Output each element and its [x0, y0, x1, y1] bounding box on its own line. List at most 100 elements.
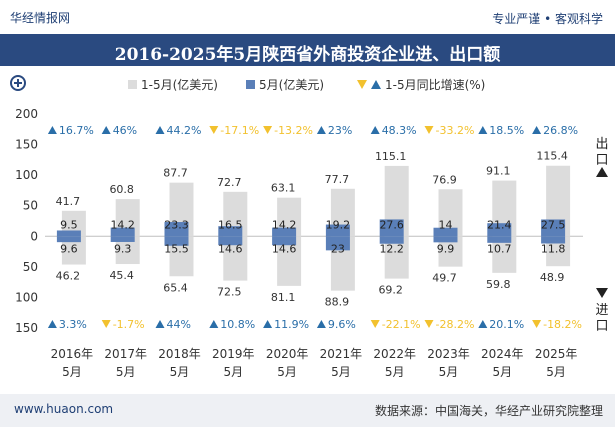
- growth-export-label: -33.2%: [436, 124, 475, 137]
- growth-import-label: 44%: [167, 318, 191, 331]
- brand[interactable]: 华经情报网: [10, 9, 71, 91]
- footer-url[interactable]: www.huaon.com: [14, 402, 114, 416]
- growth-import-label: -1.7%: [113, 318, 145, 331]
- legend-label-monthly: 5月(亿美元): [259, 77, 324, 92]
- x-tick-label-year: 2023年: [427, 347, 470, 361]
- bar-import-monthly: [164, 236, 189, 246]
- legend-label-growth: 1-5月同比增速(%): [385, 78, 485, 92]
- chart: 1-5月(亿美元) 5月(亿美元) 1-5月同比增速(%) 150100500501…: [15, 77, 608, 379]
- side-label-import-2: 口: [595, 319, 608, 334]
- label-export-monthly: 19.2: [326, 218, 351, 231]
- label-export-cumulative: 77.7: [325, 173, 350, 186]
- bar-export-monthly: [272, 227, 297, 237]
- x-tick-label-year: 2018年: [158, 347, 201, 361]
- growth-import-label: -22.1%: [382, 318, 421, 331]
- legend-swatch-monthly: [246, 80, 255, 89]
- x-tick-label-month: 5月: [385, 365, 405, 379]
- legend-swatch-cumulative: [128, 80, 137, 89]
- label-export-cumulative: 91.1: [486, 165, 511, 178]
- bar-import-monthly: [541, 236, 566, 244]
- label-export-cumulative: 72.7: [217, 176, 242, 189]
- label-import-monthly: 10.7: [487, 242, 512, 255]
- growth-import-down-marker: [424, 320, 434, 328]
- growth-export-up-marker: [47, 126, 57, 134]
- bar-import-monthly: [110, 236, 135, 242]
- x-tick-label-month: 5月: [331, 365, 351, 379]
- data-labels: 41.7 46.2 9.5 9.6 60.8 45.4 14.2 9.3 87.7 65.4 23.…: [56, 150, 568, 309]
- bar-import-monthly: [218, 236, 243, 246]
- growth-export-down-marker: [209, 126, 219, 134]
- growth-export-down-marker: [263, 126, 273, 134]
- label-import-cumulative: 49.7: [432, 272, 457, 285]
- bar-export-monthly: [325, 224, 350, 237]
- growth-import-label: 9.6%: [328, 318, 356, 331]
- x-tick-label-month: 5月: [170, 365, 190, 379]
- x-tick-label-year: 2020年: [266, 347, 309, 361]
- bar-export-monthly: [110, 227, 135, 237]
- footer-source: 数据来源：中国海关，华经产业研究院整理: [374, 404, 603, 418]
- growth-import-up-marker: [316, 320, 326, 328]
- x-tick-label-year: 2022年: [373, 347, 416, 361]
- label-export-cumulative: 76.9: [432, 173, 457, 186]
- y-axis: 150 100 50 0 50 100 150 200: [15, 107, 583, 335]
- label-import-cumulative: 81.1: [271, 291, 296, 304]
- label-export-monthly: 16.5: [218, 218, 243, 231]
- label-import-monthly: 11.8: [541, 242, 566, 255]
- growth-export-up-marker: [532, 126, 542, 134]
- x-tick-label-year: 2021年: [320, 347, 363, 361]
- arrow-up-icon: [596, 167, 608, 177]
- label-import-cumulative: 46.2: [56, 270, 81, 283]
- label-import-monthly: 12.2: [379, 242, 404, 255]
- x-tick-label-month: 5月: [277, 365, 297, 379]
- growth-import-down-marker: [101, 320, 111, 328]
- label-export-monthly: 9.5: [60, 218, 78, 231]
- label-export-monthly: 14.2: [110, 218, 135, 231]
- growth-export-label: 16.7%: [59, 124, 94, 137]
- growth-import-label: 10.8%: [220, 318, 255, 331]
- growth-import-label: 20.1%: [489, 318, 524, 331]
- label-export-cumulative: 87.7: [163, 167, 188, 180]
- bar-import-monthly: [487, 236, 512, 243]
- side-label-import-1: 进: [595, 303, 608, 318]
- x-tick-label-month: 5月: [492, 365, 512, 379]
- title-bar: [0, 34, 615, 66]
- arrow-down-icon: [596, 288, 608, 298]
- bar-import-monthly: [433, 236, 458, 243]
- label-export-cumulative: 115.1: [375, 150, 407, 163]
- legend-marker-down: [357, 80, 367, 89]
- growth-export-label: -13.2%: [274, 124, 313, 137]
- label-export-monthly: 14: [439, 218, 453, 231]
- bar-export-monthly: [541, 219, 566, 237]
- growth-import-label: 11.9%: [274, 318, 309, 331]
- label-import-cumulative: 45.4: [109, 269, 134, 282]
- huajing-logo-icon: [10, 75, 26, 91]
- brand-name: 华经情报网: [10, 11, 71, 25]
- legend-label-cumulative: 1-5月(亿美元): [141, 77, 218, 92]
- label-import-cumulative: 69.2: [378, 284, 403, 297]
- bar-export-monthly: [218, 226, 243, 237]
- bar-export-monthly: [379, 219, 404, 237]
- growth-export-up-marker: [101, 126, 111, 134]
- x-tick-label-month: 5月: [116, 365, 136, 379]
- x-axis: 2016年 5月 2017年 5月 2018年 5月 2019年 5月 2020年 5月 2021年…: [51, 347, 578, 379]
- x-tick-label-year: 2024年: [481, 347, 524, 361]
- y-tick-label: 100: [15, 168, 38, 182]
- page-title: 2016-2025年5月陕西省外商投资企业进、出口额: [114, 45, 501, 65]
- growth-import-label: -18.2%: [543, 318, 582, 331]
- side-label-export-2: 口: [595, 153, 608, 168]
- growth-export-label: -17.1%: [220, 124, 259, 137]
- legend-marker-up: [371, 80, 381, 89]
- growth-export-label: 48.3%: [382, 124, 417, 137]
- growth-import-up-marker: [209, 320, 219, 328]
- label-export-cumulative: 41.7: [56, 195, 81, 208]
- slogan: 专业严谨 • 客观科学: [492, 12, 603, 26]
- growth-import-down-marker: [532, 320, 542, 328]
- footer: [0, 394, 615, 427]
- growth-export-up-marker: [155, 126, 165, 134]
- growth-export-label: 23%: [328, 124, 352, 137]
- growth-export-label: 18.5%: [489, 124, 524, 137]
- bar-import-monthly: [272, 236, 297, 246]
- bar-import-monthly: [325, 236, 350, 251]
- bar-export-monthly: [164, 222, 189, 237]
- x-tick-label-year: 2025年: [535, 347, 578, 361]
